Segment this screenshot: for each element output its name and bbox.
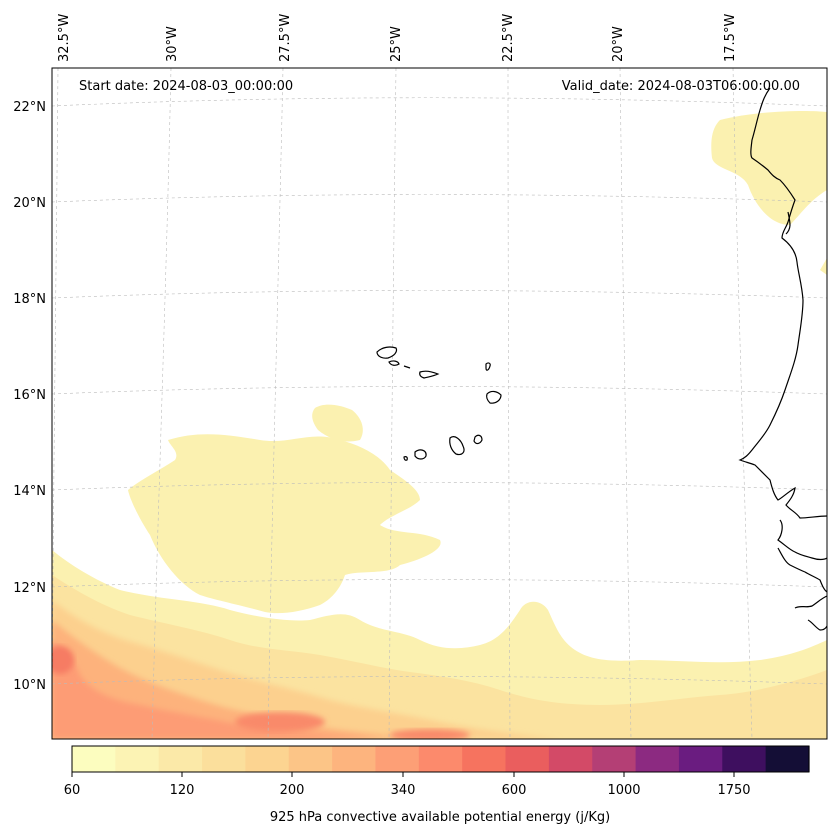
island-sao-vicente — [388, 360, 400, 366]
lon-label: 20°W — [611, 26, 626, 62]
lon-label: 17.5°W — [723, 14, 738, 62]
cape-max-south — [235, 712, 325, 732]
lat-label: 12°N — [13, 581, 46, 596]
colorbar-cell — [72, 746, 116, 772]
lon-label: 32.5°W — [57, 14, 72, 62]
lat-label: 10°N — [13, 678, 46, 693]
graticule — [52, 68, 827, 739]
meridian-20w — [619, 68, 632, 739]
lat-label: 16°N — [13, 388, 46, 403]
colorbar-tick-label: 1000 — [607, 783, 640, 798]
colorbar-cell — [462, 746, 507, 772]
colorbar-cell — [245, 746, 290, 772]
meridian-25w — [388, 68, 397, 739]
island-santiago — [449, 436, 465, 456]
colorbar-tick-label: 120 — [170, 783, 195, 798]
coast-guinea-islands — [794, 595, 827, 609]
lon-label: 30°W — [165, 26, 180, 62]
map-panel: Start date: 2024-08-03_00:00:00 Valid_da… — [51, 67, 828, 740]
colorbar-cell — [765, 746, 810, 772]
cape-max-west — [52, 646, 74, 674]
colorbar-tick-label: 1750 — [717, 783, 750, 798]
colorbar-cell — [505, 746, 550, 772]
lon-label: 22.5°W — [501, 14, 516, 62]
colorbar-tick-label: 200 — [280, 783, 305, 798]
island-santa-luzia — [403, 365, 411, 369]
lon-label: 27.5°W — [278, 14, 293, 62]
valid-date-label: Valid_date: 2024-08-03T06:00:00.00 — [562, 79, 800, 94]
coast-mauritania-senegal — [738, 87, 827, 519]
island-maio — [473, 434, 483, 445]
start-date-label: Start date: 2024-08-03_00:00:00 — [79, 79, 293, 94]
latitude-labels: 22°N 20°N 18°N 16°N 14°N 12°N 10°N — [13, 100, 46, 693]
colorbar-title: 925 hPa convective available potential e… — [270, 810, 610, 825]
lat-label: 14°N — [13, 484, 46, 499]
cape-band-salmon — [52, 640, 380, 739]
island-santo-antao — [376, 346, 398, 359]
colorbar-cell — [592, 746, 637, 772]
colorbar-cell — [202, 746, 247, 772]
cape-patch-coast — [820, 258, 827, 275]
cape-patch-central — [128, 434, 441, 614]
coast-guinea-bissau — [777, 547, 827, 593]
colorbar-tick-label: 600 — [502, 783, 527, 798]
meridian-27-5w — [267, 68, 284, 739]
island-sao-nicolau — [419, 370, 440, 379]
lat-label: 22°N — [13, 100, 46, 115]
cape-patch-north — [711, 110, 827, 225]
colorbar-cell — [158, 746, 203, 772]
colorbar-ticks — [71, 772, 735, 777]
colorbar: 60 120 200 340 600 1000 1750 925 hPa con… — [64, 745, 810, 825]
map-frame — [51, 67, 828, 740]
colorbar-cell — [115, 746, 160, 772]
colorbar-cell — [418, 746, 463, 772]
lon-label: 25°W — [389, 26, 404, 62]
cape-max-south-east — [390, 729, 470, 739]
cape-patch-central-north — [312, 404, 363, 442]
island-fogo — [414, 449, 427, 460]
colorbar-cell — [288, 746, 333, 772]
cape-verde-islands — [376, 346, 502, 461]
colorbar-tick-label: 340 — [391, 783, 416, 798]
meridian-30w — [151, 68, 172, 739]
meridian-22-5w — [507, 68, 511, 739]
coast-cap-blanc — [785, 211, 791, 235]
island-boa-vista — [486, 390, 502, 404]
meridian-32-5w — [52, 68, 59, 739]
colorbar-cell — [678, 746, 723, 772]
lat-label: 20°N — [13, 196, 46, 211]
colorbar-frame — [71, 745, 810, 773]
longitude-labels: 32.5°W 30°W 27.5°W 25°W 22.5°W 20°W 17.5… — [57, 14, 738, 62]
coast-guinea-south — [807, 619, 827, 631]
colorbar-cell — [635, 746, 680, 772]
coast-gambia — [777, 519, 827, 561]
colorbar-cell — [375, 746, 420, 772]
colorbar-cells — [72, 746, 810, 772]
coastlines — [738, 87, 827, 631]
lat-label: 18°N — [13, 292, 46, 307]
cape-field — [52, 110, 827, 739]
island-brava — [403, 456, 408, 461]
colorbar-cell — [722, 746, 767, 772]
colorbar-tick-label: 60 — [64, 783, 81, 798]
island-sal — [485, 362, 491, 371]
colorbar-cell — [548, 746, 593, 772]
meridian-17-5w — [732, 68, 753, 739]
colorbar-cell — [332, 746, 377, 772]
